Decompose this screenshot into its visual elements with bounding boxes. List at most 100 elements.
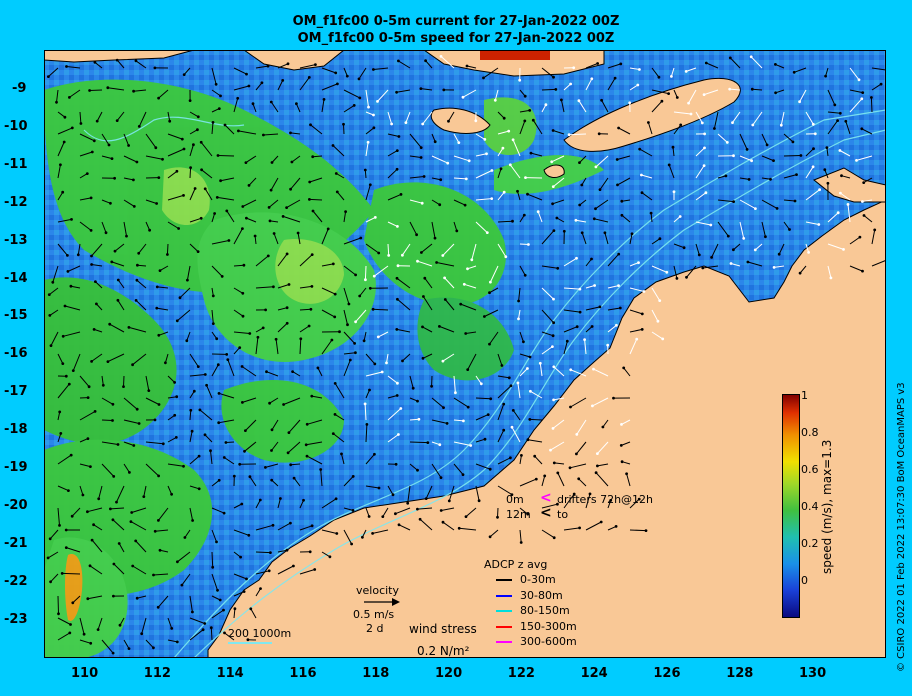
current-vector-head <box>129 520 133 523</box>
current-vector-head <box>70 218 73 221</box>
current-vector <box>529 418 543 421</box>
current-vector-head <box>334 71 338 75</box>
current-vector-head <box>474 119 478 123</box>
current-vector-head <box>387 254 391 257</box>
current-vector-head <box>479 382 483 386</box>
current-vector <box>57 164 61 179</box>
current-vector <box>211 364 219 377</box>
current-vector <box>695 192 707 201</box>
current-vector <box>112 519 125 531</box>
current-vector <box>79 485 84 496</box>
current-vector-head <box>367 515 371 518</box>
current-vector <box>290 177 301 190</box>
current-vector <box>585 78 593 91</box>
current-vector <box>436 262 455 267</box>
current-vector-head <box>769 177 772 181</box>
current-vector-head <box>136 263 139 267</box>
current-vector-head <box>308 198 311 201</box>
current-vector <box>374 265 389 277</box>
current-vector-head <box>578 203 582 207</box>
current-vector <box>431 221 436 239</box>
current-vector-head <box>361 535 364 539</box>
current-vector-head <box>401 359 404 363</box>
current-vector <box>189 485 200 490</box>
current-vector-head <box>335 532 339 535</box>
current-vector <box>271 441 279 451</box>
current-vector <box>688 89 697 104</box>
current-vector-head <box>157 403 161 406</box>
current-vector-head <box>502 116 506 120</box>
bathymetry-key: 200 1000m <box>228 627 292 640</box>
current-vector <box>365 485 380 489</box>
current-vector <box>343 211 347 223</box>
current-vector <box>79 221 92 231</box>
current-vector-head <box>152 573 155 577</box>
title-speed: OM_f1fc00 0-5m speed for 27-Jan-2022 00Z <box>297 31 615 46</box>
current-vector-head <box>742 237 746 240</box>
current-vector-head <box>225 209 229 213</box>
current-vector-head <box>266 254 270 258</box>
current-vector-head <box>592 367 595 371</box>
current-vector-head <box>838 149 842 152</box>
current-vector <box>569 133 587 136</box>
current-vector-head <box>704 61 708 65</box>
current-vector <box>761 133 768 146</box>
current-vector <box>57 218 72 223</box>
current-vector-head <box>328 555 332 559</box>
current-vector <box>164 353 169 363</box>
map-panel[interactable] <box>43 49 891 659</box>
current-vector <box>551 155 565 163</box>
current-vector <box>255 82 263 91</box>
current-vector <box>497 385 512 399</box>
current-vector-head <box>96 628 100 631</box>
current-vector-head <box>376 335 380 339</box>
current-vector-head <box>213 212 217 215</box>
current-vector-head <box>678 215 682 218</box>
current-vector-head <box>751 123 755 127</box>
speed-map[interactable] <box>43 49 891 659</box>
current-vector-head <box>97 497 101 501</box>
current-vector-head <box>109 507 112 511</box>
current-vector <box>89 565 103 575</box>
speed-patch <box>417 297 514 381</box>
adcp-label: 150-300m <box>520 619 577 633</box>
current-vector-head <box>485 152 488 156</box>
current-vector-head <box>244 161 248 164</box>
current-vector-head <box>507 376 511 380</box>
current-vector <box>321 309 335 318</box>
current-vector-head <box>368 183 372 187</box>
current-vector-head <box>131 363 134 367</box>
lat-tick-label: -21 <box>4 535 28 551</box>
current-vectors <box>46 55 891 655</box>
current-vector-head <box>188 99 192 102</box>
current-vector <box>805 166 814 179</box>
current-vector-head <box>544 103 548 107</box>
current-vector <box>541 88 556 91</box>
current-vector <box>145 221 151 231</box>
current-vector-head <box>732 248 735 252</box>
current-vector-head <box>155 306 159 310</box>
current-vector <box>218 392 235 399</box>
current-vector <box>321 287 336 295</box>
current-vector-head <box>90 538 94 542</box>
current-vector <box>702 265 719 269</box>
current-vector-head <box>59 432 63 435</box>
current-vector-head <box>69 623 72 626</box>
current-vector <box>343 67 348 77</box>
current-vector-head <box>689 112 693 116</box>
current-vector <box>856 155 873 161</box>
current-vector-head <box>93 60 97 64</box>
current-vector-head <box>526 512 530 516</box>
current-vector <box>409 418 419 421</box>
adcp-swatch <box>496 625 512 628</box>
current-vector <box>299 338 302 355</box>
current-vector <box>519 265 526 276</box>
current-vector-head <box>523 273 527 277</box>
current-vector-head <box>334 172 338 175</box>
current-vector <box>299 285 312 289</box>
current-vector-head <box>357 77 361 81</box>
current-vector <box>471 243 477 260</box>
lon-tick-label: 110 <box>71 666 99 681</box>
current-vector-head <box>618 306 622 310</box>
current-vector-head <box>466 405 470 409</box>
